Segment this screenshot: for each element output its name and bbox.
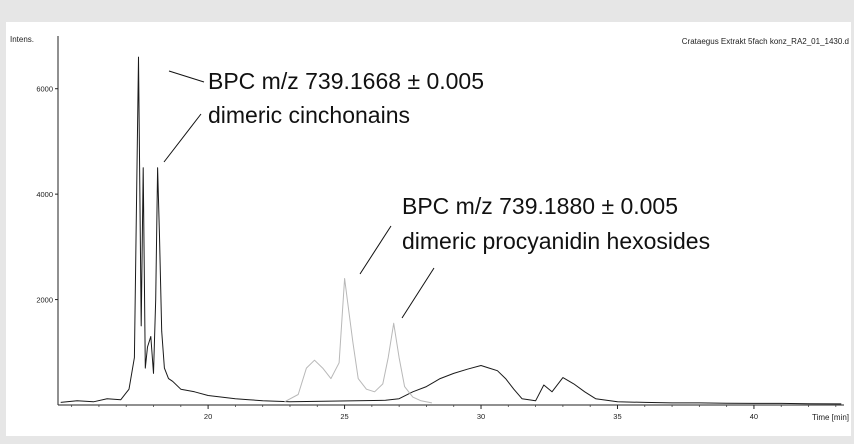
callout-line-peak2 xyxy=(163,113,202,163)
x-tick-label: 25 xyxy=(340,412,348,421)
x-tick-label: 40 xyxy=(750,412,758,421)
x-tick-label: 20 xyxy=(204,412,212,421)
annotation-2-line-1: BPC m/z 739.1880 ± 0.005 xyxy=(402,193,678,219)
bpc-trace-2 xyxy=(284,278,432,404)
x-tick-label: 30 xyxy=(477,412,485,421)
annotation-2-line-2: dimeric procyanidin hexosides xyxy=(402,228,710,254)
x-axis-label: Time [min] xyxy=(812,413,849,422)
callout-line-peak1 xyxy=(168,70,205,83)
chromatogram-panel: 2000 4000 6000 20 25 30 35 40 Intens. Crataegus… xyxy=(6,22,851,436)
x-tick-label: 35 xyxy=(613,412,621,421)
y-axis-label: Intens. xyxy=(10,35,34,44)
file-label: Crataegus Extrakt 5fach konz_RA2_01_1430… xyxy=(682,37,849,46)
y-tick-label: 6000 xyxy=(36,85,53,94)
annotation-1-line-2: dimeric cinchonains xyxy=(208,102,410,128)
chromatogram-chart: 2000 4000 6000 20 25 30 35 40 Intens. Crataegus… xyxy=(10,35,849,422)
bpc-trace-1 xyxy=(60,56,842,405)
annotation-1-line-1: BPC m/z 739.1668 ± 0.005 xyxy=(208,68,484,94)
callout-line-peak3 xyxy=(359,225,392,275)
callout-line-peak4 xyxy=(401,267,435,319)
y-tick-label: 2000 xyxy=(36,296,53,305)
y-tick-label: 4000 xyxy=(36,190,53,199)
